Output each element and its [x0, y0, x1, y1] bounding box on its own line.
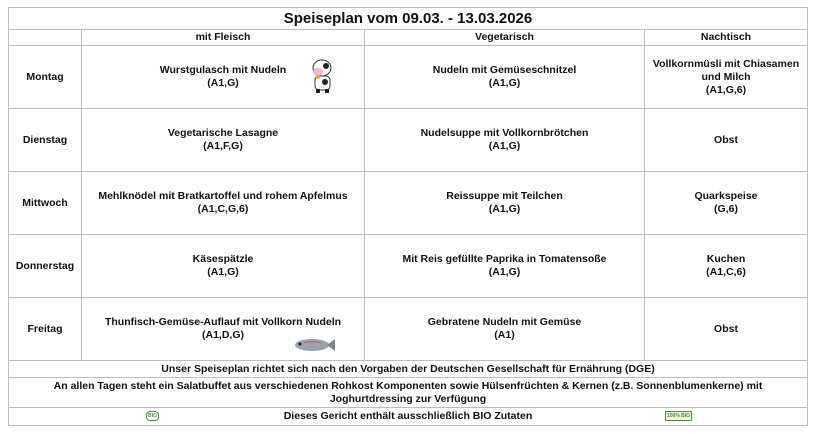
- veg-dish-cell: Nudelsuppe mit Vollkornbrötchen (A1,G): [364, 108, 645, 172]
- meat-dish-cell: Mehlknödel mit Bratkartoffel und rohem A…: [81, 171, 365, 235]
- day-row-donnerstag: Donnerstag Käsespätzle (A1,G) Mit Reis gefü…: [8, 234, 808, 298]
- bio-note-row: BIO Dieses Gericht enthält ausschließlic…: [8, 407, 808, 426]
- dessert: Quarkspeise: [694, 190, 758, 202]
- meat-dish: Mehlknödel mit Bratkartoffel und rohem A…: [98, 190, 348, 202]
- dessert: Obst: [714, 322, 738, 335]
- day-label: Dienstag: [8, 108, 82, 172]
- day-row-montag: Montag Wurstgulasch mit Nudeln (A1,G) Nudel…: [8, 45, 808, 109]
- dessert: Vollkornmüsli mit Chiasamen und Milch: [652, 57, 800, 83]
- veg-dish: Mit Reis gefüllte Paprika in Tomatensoße: [402, 253, 607, 265]
- veg-dish: Nudelsuppe mit Vollkornbrötchen: [420, 127, 589, 139]
- veg-dish-cell: Mit Reis gefüllte Paprika in Tomatensoße…: [364, 234, 645, 298]
- veg-allergens: (A1,G): [488, 77, 521, 89]
- veg-allergens: (A1): [494, 329, 515, 341]
- dessert-allergens: (G,6): [714, 203, 738, 215]
- veg-dish-cell: Reissuppe mit Teilchen (A1,G): [364, 171, 645, 235]
- veg-dish: Nudeln mit Gemüseschnitzel: [432, 64, 577, 76]
- meat-dish-cell: Wurstgulasch mit Nudeln (A1,G): [81, 45, 365, 109]
- meat-allergens: (A1,D,G): [202, 329, 244, 341]
- meat-dish: Vegetarische Lasagne: [167, 127, 279, 139]
- page-title: Speiseplan vom 09.03. - 13.03.2026: [8, 7, 808, 30]
- day-label: Donnerstag: [8, 234, 82, 298]
- day-label: Freitag: [8, 297, 82, 361]
- fish-icon: [292, 336, 336, 358]
- meat-allergens: (A1,G): [207, 266, 239, 278]
- day-label: Montag: [8, 45, 82, 109]
- dessert-allergens: (A1,G,6): [705, 83, 747, 96]
- dessert-cell: Vollkornmüsli mit Chiasamen und Milch (A1…: [644, 45, 808, 109]
- bio-logo-icon: BIO: [146, 411, 159, 421]
- dessert-allergens: (A1,C,6): [706, 266, 746, 278]
- veg-dish-cell: Gebratene Nudeln mit Gemüse (A1): [364, 297, 645, 361]
- cow-icon: [307, 58, 337, 98]
- dessert-cell: Obst: [644, 297, 808, 361]
- veg-dish: Reissuppe mit Teilchen: [446, 190, 563, 202]
- meat-dish: Wurstgulasch mit Nudeln: [159, 64, 287, 76]
- meat-dish-cell: Vegetarische Lasagne (A1,F,G): [81, 108, 365, 172]
- day-label: Mittwoch: [8, 171, 82, 235]
- veg-dish: Gebratene Nudeln mit Gemüse: [427, 316, 582, 328]
- header-blank: [8, 29, 82, 46]
- day-row-freitag: Freitag Thunfisch-Gemüse-Auflauf mit Voll…: [8, 297, 808, 361]
- dessert: Kuchen: [706, 253, 746, 265]
- header-nachtisch: Nachtisch: [644, 29, 808, 46]
- bio-100-logo-icon: 100% BIO: [665, 411, 693, 421]
- meat-allergens: (A1,F,G): [203, 140, 243, 152]
- meat-allergens: (A1,C,G,6): [197, 203, 249, 215]
- dessert-cell: Obst: [644, 108, 808, 172]
- day-row-mittwoch: Mittwoch Mehlknödel mit Bratkartoffel und…: [8, 171, 808, 235]
- dessert-cell: Kuchen (A1,C,6): [644, 234, 808, 298]
- veg-allergens: (A1,G): [488, 140, 521, 152]
- dge-note: Unser Speiseplan richtet sich nach den V…: [8, 360, 808, 378]
- day-row-dienstag: Dienstag Vegetarische Lasagne (A1,F,G) Nude…: [8, 108, 808, 172]
- dessert: Obst: [714, 133, 738, 146]
- meat-dish-cell: Käsespätzle (A1,G): [81, 234, 365, 298]
- header-fleisch: mit Fleisch: [81, 29, 365, 46]
- meat-dish: Thunfisch-Gemüse-Auflauf mit Vollkorn Nu…: [104, 316, 342, 328]
- dessert-cell: Quarkspeise (G,6): [644, 171, 808, 235]
- header-vegetarisch: Vegetarisch: [364, 29, 645, 46]
- menu-table: Speiseplan vom 09.03. - 13.03.2026 mit F…: [8, 7, 808, 426]
- veg-dish-cell: Nudeln mit Gemüseschnitzel (A1,G): [364, 45, 645, 109]
- meat-dish: Käsespätzle: [192, 253, 254, 265]
- meat-dish-cell: Thunfisch-Gemüse-Auflauf mit Vollkorn Nu…: [81, 297, 365, 361]
- meat-allergens: (A1,G): [207, 77, 239, 89]
- salad-note: An allen Tagen steht ein Salatbuffet aus…: [8, 377, 808, 408]
- veg-allergens: (A1,G): [488, 266, 521, 278]
- bio-note: Dieses Gericht enthält ausschließlich BI…: [283, 410, 533, 422]
- veg-allergens: (A1,G): [488, 203, 521, 215]
